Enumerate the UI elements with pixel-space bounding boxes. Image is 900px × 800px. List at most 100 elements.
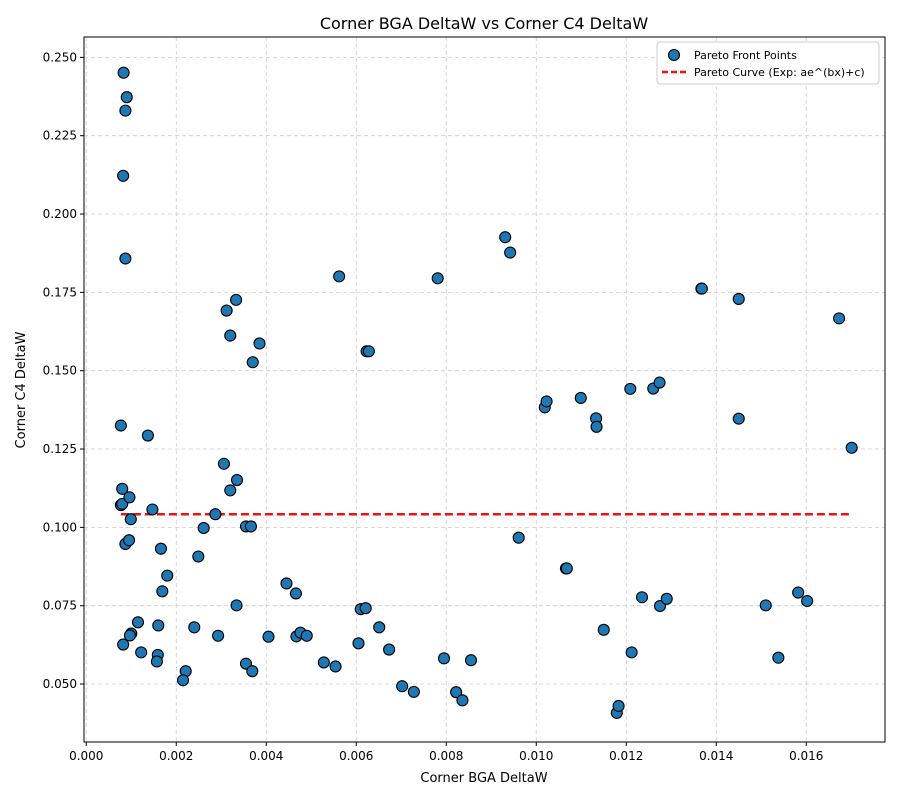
legend-box [656,41,880,85]
pareto-point [732,412,745,425]
pareto-point [220,304,233,317]
pareto-point [590,420,603,433]
pareto-point [359,602,372,615]
pareto-point [437,652,451,665]
x-tick-label: 0.000 [69,749,103,763]
pareto-point [660,592,673,605]
x-tick-label: 0.002 [159,749,193,763]
pareto-point [246,665,259,678]
pareto-point [154,542,167,555]
pareto-point [732,292,745,305]
pareto-point [230,293,243,306]
pareto-point [122,534,136,547]
pareto-point [612,699,625,713]
pareto-point [407,685,420,698]
x-axis-label: Corner BGA DeltaW [420,771,547,786]
pareto-point [396,680,409,693]
y-tick-label: 0.050 [43,677,77,691]
y-axis-ticks: 0.050 0.075 0.100 0.125 0.150 0.175 0.200 0.225… [43,50,84,691]
x-tick-label: 0.010 [519,749,553,763]
pareto-point [224,329,237,342]
pareto-point [146,503,159,516]
pareto-point [244,520,257,533]
pareto-point [217,457,230,470]
pareto-point [156,585,169,598]
pareto-point [464,654,478,667]
pareto-point [540,395,553,408]
pareto-point [246,356,259,369]
pareto-point [230,474,244,487]
pareto-point [653,376,666,389]
pareto-point [253,337,266,350]
pareto-point [119,104,132,117]
x-tick-label: 0.004 [249,749,283,763]
pareto-point [116,482,129,495]
pareto-point [150,655,163,668]
pareto-point [117,169,130,182]
pareto-point [212,629,225,642]
pareto-point [192,550,205,563]
pareto-point [152,619,165,632]
pareto-point [123,491,136,504]
pareto-point [117,638,130,651]
pareto-point [625,646,638,659]
pareto-point [117,66,130,79]
pareto-point [317,656,330,669]
y-tick-label: 0.225 [43,129,77,143]
y-tick-label: 0.200 [43,207,77,221]
pareto-points-layer [114,66,858,719]
pareto-point [635,591,649,604]
legend-marker-points [667,48,681,62]
pareto-point [597,623,610,636]
pareto-point [504,246,517,259]
x-tick-label: 0.012 [609,749,643,763]
plot-frame [83,36,886,743]
pareto-point [197,521,210,535]
pareto-point [373,621,386,634]
pareto-point [759,599,772,612]
pareto-point [512,531,525,544]
x-tick-label: 0.016 [789,749,823,763]
pareto-point [362,345,375,358]
pareto-point [230,599,243,612]
x-tick-label: 0.014 [699,749,733,763]
grid-lines [84,37,885,742]
pareto-point [845,441,858,454]
pareto-point [141,429,154,442]
chart-title: Corner BGA DeltaW vs Corner C4 DeltaW [320,14,649,33]
legend: Pareto Front Points Pareto Curve (Exp: a… [656,41,880,85]
pareto-point [383,643,396,656]
pareto-point [120,91,133,104]
pareto-point [131,616,145,629]
pareto-point [833,312,846,325]
pareto-point [456,694,469,707]
y-tick-label: 0.250 [43,50,77,64]
pareto-point [431,272,444,285]
pareto-point [352,637,365,650]
pareto-point [560,562,573,575]
pareto-point [176,674,190,687]
y-tick-label: 0.100 [43,520,77,534]
pareto-point [300,629,313,642]
y-tick-label: 0.075 [43,599,77,613]
pareto-point [450,686,463,699]
pareto-point [499,231,512,244]
pareto-point [574,391,587,405]
pareto-point [188,621,201,634]
x-tick-label: 0.008 [429,749,463,763]
pareto-point [209,508,222,521]
y-tick-label: 0.125 [43,442,77,456]
x-axis-ticks: 0.000 0.002 0.004 0.006 0.008 0.010 0.012 0.014… [69,742,823,763]
pareto-point [280,577,293,590]
pareto-point [161,569,174,582]
y-axis-label: Corner C4 DeltaW [14,331,29,448]
x-tick-label: 0.006 [339,749,373,763]
y-tick-label: 0.150 [43,364,77,378]
pareto-point [289,587,303,600]
pareto-point [123,629,136,642]
pareto-point [695,282,708,295]
pareto-point [124,513,137,526]
pareto-point [114,419,127,432]
pareto-point [792,586,805,599]
